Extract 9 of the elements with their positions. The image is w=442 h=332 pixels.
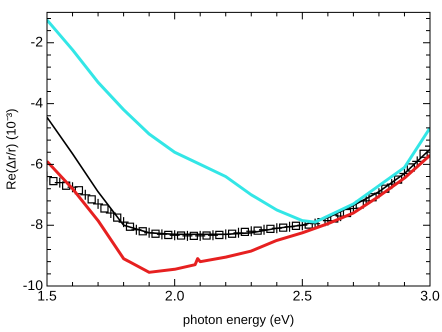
y-tick-label: -4 <box>30 94 44 110</box>
x-axis-title: photon energy (eV) <box>182 312 294 327</box>
y-tick-label: -2 <box>30 34 44 50</box>
x-tick-label: 2.0 <box>164 287 185 304</box>
y-tick-label: -6 <box>30 155 44 172</box>
y-axis-title: Re(Δr/r) (10⁻³) <box>3 108 18 190</box>
x-tick-label: 2.5 <box>292 287 312 304</box>
y-tick-label: -8 <box>30 216 44 232</box>
x-tick-label: 3.0 <box>420 287 440 304</box>
